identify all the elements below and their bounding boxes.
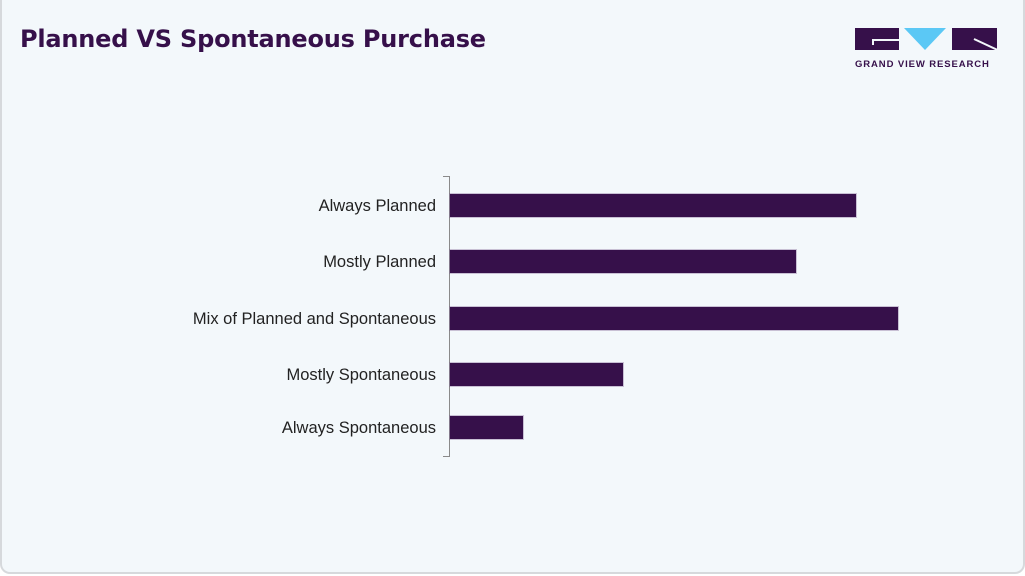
logo-v-triangle-icon (904, 28, 946, 50)
category-label: Always Spontaneous (281, 419, 436, 437)
axis-tick-bottom (443, 456, 450, 457)
logo-g-mark-icon (855, 28, 899, 50)
bar-row: Always Spontaneous (0, 416, 1025, 440)
bar (450, 416, 524, 439)
logo-marks (855, 28, 997, 52)
bar-row: Mostly Planned (0, 250, 1025, 274)
bar-row: Mostly Spontaneous (0, 363, 1025, 387)
grand-view-research-logo: GRAND VIEW RESEARCH (855, 28, 997, 70)
chart-title: Planned VS Spontaneous Purchase (20, 25, 486, 53)
bar (450, 250, 796, 273)
category-label: Mix of Planned and Spontaneous (192, 310, 436, 328)
axis-tick-top (443, 176, 450, 177)
logo-r-mark-icon (952, 28, 997, 50)
logo-text: GRAND VIEW RESEARCH (855, 59, 990, 70)
bar (450, 194, 856, 217)
category-label: Mostly Planned (323, 253, 436, 271)
bar-row: Always Planned (0, 194, 1025, 218)
category-label: Always Planned (318, 197, 436, 215)
category-label: Mostly Spontaneous (286, 366, 436, 384)
category-axis-line (449, 176, 450, 457)
bar (450, 307, 898, 330)
bar-row: Mix of Planned and Spontaneous (0, 307, 1025, 331)
bar (450, 363, 623, 386)
